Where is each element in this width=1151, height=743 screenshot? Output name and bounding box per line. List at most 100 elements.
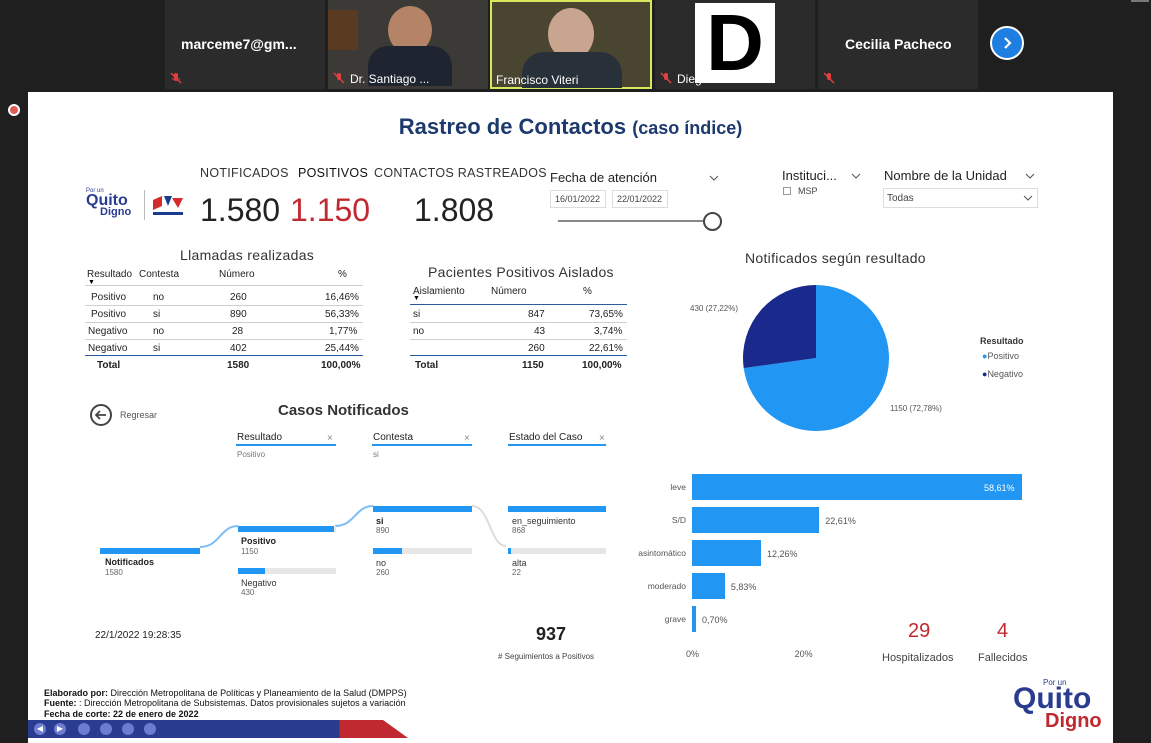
timestamp: 22/1/2022 19:28:35: [95, 630, 182, 641]
tree-node-value: 868: [512, 526, 526, 535]
tree-node-label[interactable]: en_seguimiento: [512, 516, 576, 526]
close-icon[interactable]: ×: [327, 433, 333, 444]
seguimientos-value: 937: [536, 624, 567, 644]
minimize-icon[interactable]: [1131, 0, 1149, 10]
muted-mic-icon: [822, 71, 836, 85]
bar-value-label: 5,83%: [730, 582, 757, 592]
institucion-filter-label: Instituci...: [782, 168, 837, 183]
back-label[interactable]: Regresar: [120, 410, 158, 420]
person-body: [522, 52, 622, 88]
casos-title: Casos Notificados: [278, 402, 409, 419]
avatar: D: [695, 3, 775, 83]
tree-node-bar[interactable]: [508, 548, 511, 554]
fecha-hasta-input[interactable]: 22/01/2022: [612, 190, 668, 208]
bar-value-label: 0,70%: [701, 615, 728, 625]
participant-tile-2[interactable]: Dr. Santiago ...: [328, 0, 488, 89]
date-slider-handle[interactable]: [703, 212, 722, 231]
participants-bar: marceme7@gm... Dr. Santiago ... Francisc…: [0, 0, 1151, 92]
prev-slide-button[interactable]: ◀: [34, 723, 46, 735]
tree-node-bar[interactable]: [100, 548, 200, 554]
tree-node-label[interactable]: si: [376, 516, 384, 526]
chevron-right-icon: [1004, 37, 1012, 49]
kpi-contactos-label: CONTACTOS RASTREADOS: [374, 166, 547, 180]
chevron-down-icon[interactable]: [851, 171, 861, 181]
footer-elaborado: Elaborado por: Dirección Metropolitana d…: [44, 688, 407, 698]
severity-bar[interactable]: [692, 540, 762, 566]
pie-legend-title: Resultado: [980, 336, 1024, 346]
participant-tile-3[interactable]: Francisco Viteri: [490, 0, 652, 89]
hospitalizados-label: Hospitalizados: [882, 652, 954, 664]
severity-bar[interactable]: [692, 474, 1022, 500]
tree-node-bar[interactable]: [238, 526, 334, 532]
tree-level-header: Resultado: [237, 432, 283, 443]
close-icon[interactable]: ×: [599, 433, 605, 444]
col-header[interactable]: Contesta: [139, 269, 180, 280]
tree-node-value: 22: [512, 568, 521, 577]
llamadas-title: Llamadas realizadas: [180, 247, 315, 263]
quito-digno-logo-large: Por un Quito Digno: [1013, 678, 1102, 732]
participant-tile-5[interactable]: Cecilia Pacheco: [818, 0, 978, 89]
dashboard-title: Rastreo de Contactos (caso índice): [28, 114, 1113, 140]
logo-divider: [144, 190, 145, 220]
tree-node-bar[interactable]: [508, 506, 606, 512]
slides-grid-icon[interactable]: [100, 723, 112, 735]
more-options-icon[interactable]: [144, 723, 156, 735]
person-head: [548, 8, 594, 60]
person-body: [368, 46, 452, 86]
tree-node-bar[interactable]: [373, 506, 472, 512]
col-header[interactable]: Número: [219, 269, 255, 280]
tree-node-label[interactable]: Positivo: [241, 536, 277, 546]
next-participants-button[interactable]: [990, 26, 1024, 60]
slide-nav-toolbar: ◀ ▶: [28, 720, 408, 738]
painting-frame: [328, 10, 358, 50]
bar-value-label: 12,26%: [767, 549, 798, 559]
tree-node-label[interactable]: alta: [512, 558, 527, 568]
unidad-select[interactable]: Todas: [883, 188, 1038, 208]
chevron-down-icon: [1023, 195, 1033, 201]
tree-node-bar[interactable]: [373, 548, 402, 554]
col-header[interactable]: Número: [491, 286, 527, 297]
severity-bar[interactable]: [692, 507, 820, 533]
zoom-icon[interactable]: [122, 723, 134, 735]
kpi-notificados-label: NOTIFICADOS: [200, 166, 289, 180]
fallecidos-label: Fallecidos: [978, 652, 1028, 664]
back-button[interactable]: [90, 404, 112, 426]
col-header[interactable]: %: [583, 286, 592, 297]
sort-down-icon: ▼: [413, 295, 420, 302]
next-slide-button[interactable]: ▶: [54, 723, 66, 735]
tree-node-label[interactable]: Notificados: [105, 557, 155, 567]
pie-slice-positivo[interactable]: [743, 285, 889, 431]
x-tick-label: 0%: [686, 649, 700, 659]
aislados-title: Pacientes Positivos Aislados: [428, 264, 614, 280]
kpi-positivos-label: POSITIVOS: [298, 166, 369, 180]
col-header[interactable]: %: [338, 269, 347, 280]
col-header[interactable]: Resultado: [87, 269, 133, 280]
seguimientos-label: # Seguimientos a Positivos: [498, 652, 595, 661]
participant-name: Francisco Viteri: [496, 73, 579, 87]
chevron-down-icon[interactable]: [1025, 171, 1035, 181]
msp-checkbox[interactable]: [783, 187, 791, 195]
tree-node-label[interactable]: Negativo: [241, 578, 277, 588]
chevron-down-icon[interactable]: [709, 173, 719, 183]
tree-level-value: Positivo: [237, 450, 266, 459]
severity-bar[interactable]: [692, 606, 696, 632]
pie-slice-negativo[interactable]: [743, 285, 816, 369]
pie-label-negativo: 430 (27,22%): [690, 304, 739, 313]
participant-tile-4[interactable]: D Diego Jurado: [655, 0, 815, 89]
close-icon[interactable]: ×: [464, 433, 470, 444]
tree-node-bar[interactable]: [238, 568, 265, 574]
tree-node-label[interactable]: no: [376, 558, 387, 568]
col-header[interactable]: Aislamiento: [413, 286, 465, 297]
participant-tile-1[interactable]: marceme7@gm...: [165, 0, 325, 89]
bar-value-label: 22,61%: [825, 516, 856, 526]
pen-icon[interactable]: [78, 723, 90, 735]
recording-indicator-icon: [8, 104, 20, 116]
severity-bar[interactable]: [692, 573, 725, 599]
fecha-desde-input[interactable]: 16/01/2022: [550, 190, 606, 208]
shared-dashboard: Rastreo de Contactos (caso índice) Por u…: [28, 92, 1113, 743]
tree-level-header: Estado del Caso: [509, 432, 583, 443]
date-slider-track[interactable]: [558, 220, 712, 222]
tree-node-value: 1150: [241, 547, 259, 556]
bar-category-label: grave: [664, 614, 686, 624]
participant-name: Diego Jurado: [677, 72, 749, 86]
